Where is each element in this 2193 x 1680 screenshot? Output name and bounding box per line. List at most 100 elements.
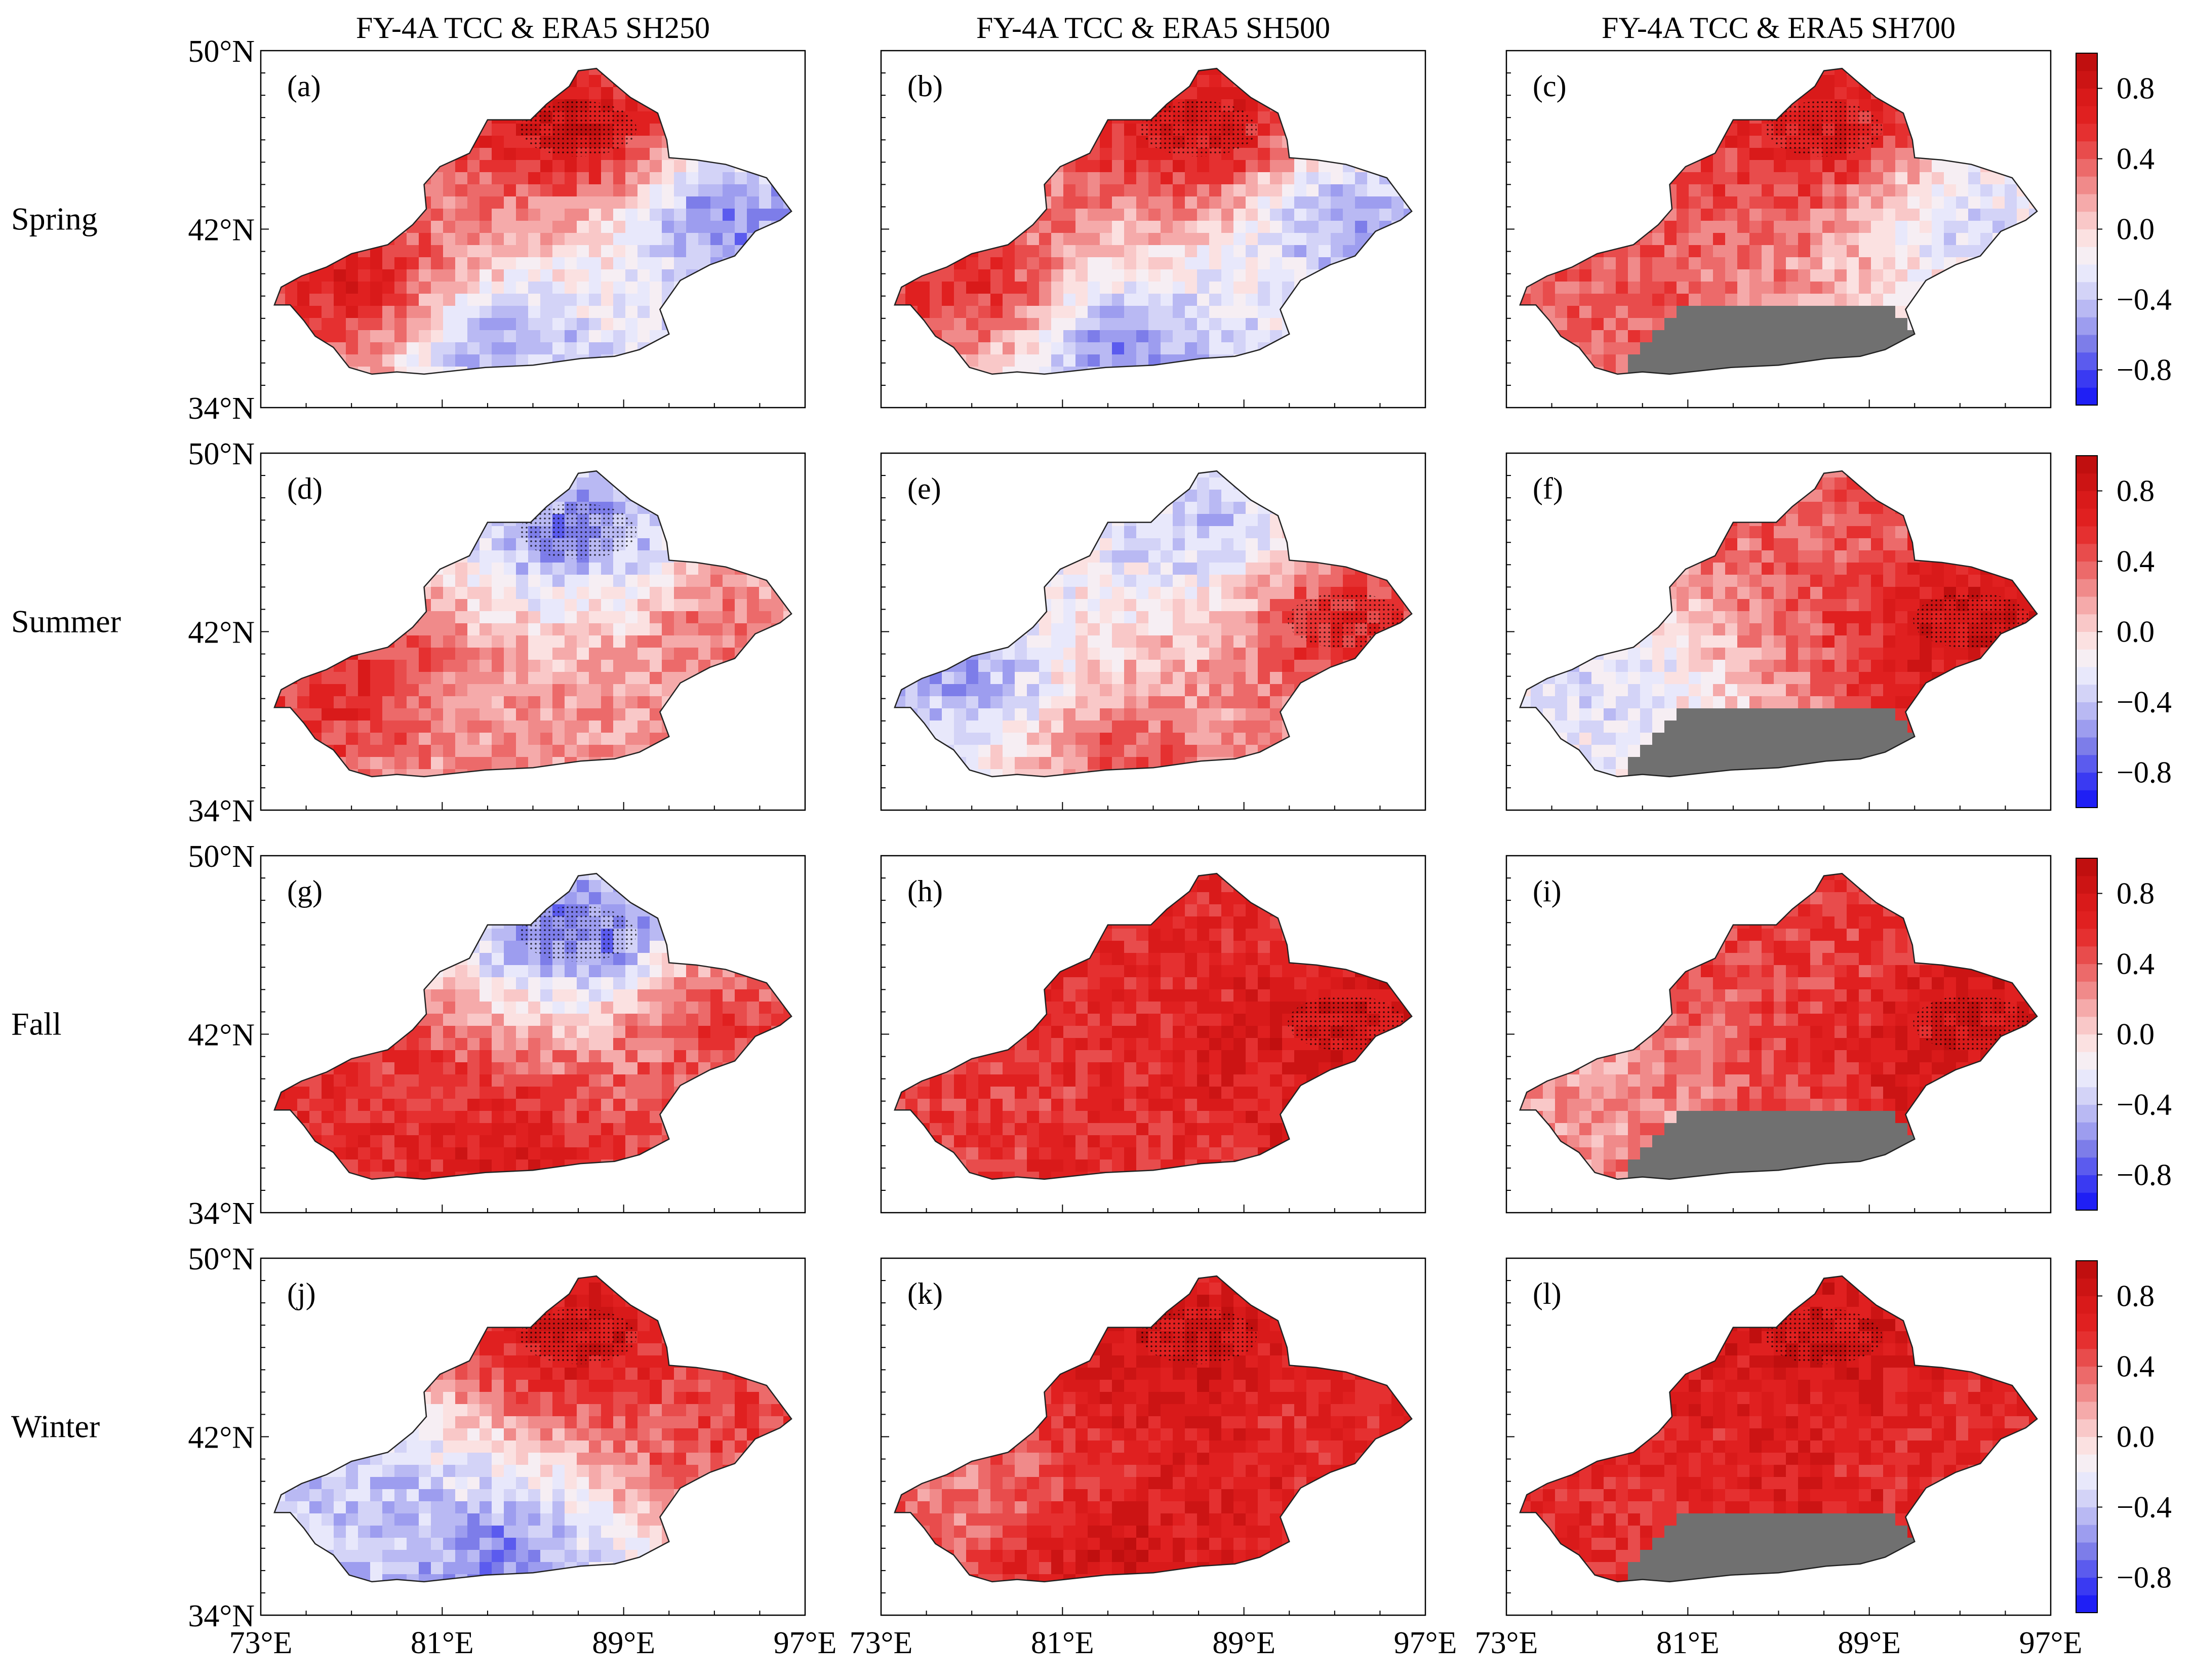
colorbar-segment bbox=[2076, 561, 2097, 579]
region-outline bbox=[1519, 1275, 2038, 1583]
colorbar-segment bbox=[2076, 141, 2097, 159]
colorbar-segment bbox=[2076, 929, 2097, 947]
colorbar-segment bbox=[2076, 526, 2097, 544]
colorbar-segment bbox=[2076, 53, 2097, 71]
y-tick-label: 42°N bbox=[188, 1018, 255, 1053]
colorbar-segment bbox=[2076, 1087, 2097, 1105]
significance-stippling bbox=[520, 503, 637, 559]
colorbar-segment bbox=[2076, 1436, 2097, 1455]
colorbar-segment bbox=[2076, 88, 2097, 106]
colorbar-segment bbox=[2076, 1507, 2097, 1525]
colorbar-tick-label: 0.0 bbox=[2117, 615, 2155, 649]
colorbar-segment bbox=[2076, 719, 2097, 738]
colorbar-segment bbox=[2076, 176, 2097, 194]
colorbar-tick-label: 0.0 bbox=[2117, 1018, 2155, 1051]
colorbar-tick-label: 0.0 bbox=[2117, 1420, 2155, 1454]
y-tick-label: 42°N bbox=[188, 1421, 255, 1455]
region-outline bbox=[273, 470, 792, 778]
colorbar-segment bbox=[2076, 124, 2097, 142]
panel-a: (a) 50°N 42°N 34°N bbox=[188, 34, 806, 426]
colorbar-tick-label: 0.4 bbox=[2117, 142, 2155, 176]
colorbar-tick-label: 0.8 bbox=[2117, 877, 2155, 910]
colorbar-segment bbox=[2076, 211, 2097, 229]
x-tick-label: 81°E bbox=[1656, 1626, 1720, 1660]
panel-f: (f) bbox=[1505, 452, 2052, 811]
panel-label: (l) bbox=[1533, 1277, 1562, 1310]
region-outline bbox=[1519, 872, 2038, 1180]
x-tick-label: 97°E bbox=[774, 1626, 837, 1660]
row-label-summer: Summer bbox=[11, 603, 121, 639]
colorbar-tick-label: −0.4 bbox=[2117, 1491, 2172, 1524]
colorbar-segment bbox=[2076, 858, 2097, 876]
significance-stippling bbox=[520, 906, 637, 962]
colorbar-segment bbox=[2076, 893, 2097, 911]
y-tick-label: 50°N bbox=[188, 437, 255, 471]
colorbar-tick-label: −0.8 bbox=[2117, 756, 2172, 789]
colorbar-segment bbox=[2076, 1542, 2097, 1561]
colorbar-segment bbox=[2076, 579, 2097, 597]
x-tick-label: 73°E bbox=[229, 1626, 293, 1660]
colorbar-segment bbox=[2076, 1402, 2097, 1420]
colorbar-segment bbox=[2076, 194, 2097, 212]
colorbar-tick-label: −0.4 bbox=[2117, 686, 2172, 719]
colorbar-segment bbox=[2076, 702, 2097, 720]
significance-stippling bbox=[1766, 101, 1883, 157]
panel-label: (b) bbox=[907, 69, 943, 103]
colorbar-segment bbox=[2076, 981, 2097, 999]
colorbar-segment bbox=[2076, 1175, 2097, 1193]
colorbar-segment bbox=[2076, 299, 2097, 317]
colorbar-segment bbox=[2076, 667, 2097, 685]
panel-label: (d) bbox=[287, 472, 323, 505]
colorbar-segment bbox=[2076, 508, 2097, 527]
y-tick-label: 34°N bbox=[188, 794, 255, 828]
colorbar-tick-label: −0.8 bbox=[2117, 1561, 2172, 1594]
colorbar-segment bbox=[2076, 1261, 2097, 1279]
column-title-3: FY-4A TCC & ERA5 SH700 bbox=[1602, 11, 1956, 45]
significance-stippling bbox=[1766, 1308, 1883, 1365]
y-tick-label: 50°N bbox=[188, 839, 255, 874]
colorbar-segment bbox=[2076, 1419, 2097, 1437]
colorbar-segment bbox=[2076, 790, 2097, 808]
y-tick-label: 50°N bbox=[188, 34, 255, 69]
panel-label: (i) bbox=[1533, 874, 1562, 908]
colorbar-tick-label: −0.4 bbox=[2117, 1088, 2172, 1122]
colorbar-tick-label: 0.4 bbox=[2117, 1350, 2155, 1383]
colorbar-segment bbox=[2076, 1366, 2097, 1384]
x-tick-label: 81°E bbox=[411, 1626, 474, 1660]
colorbar-segment bbox=[2076, 1140, 2097, 1158]
panel-label: (f) bbox=[1533, 472, 1563, 505]
region-outline bbox=[894, 470, 1413, 778]
colorbar-segment bbox=[2076, 1595, 2097, 1613]
colorbar-segment bbox=[2076, 387, 2097, 406]
colorbar-tick-label: 0.8 bbox=[2117, 72, 2155, 105]
column-titles: FY-4A TCC & ERA5 SH250 FY-4A TCC & ERA5 S… bbox=[356, 11, 1956, 45]
y-tick-label: 50°N bbox=[188, 1242, 255, 1276]
colorbar-segment bbox=[2076, 282, 2097, 300]
colorbar-tick-label: −0.4 bbox=[2117, 283, 2172, 316]
x-tick-label: 89°E bbox=[592, 1626, 655, 1660]
colorbar-segment bbox=[2076, 1489, 2097, 1507]
region-outline bbox=[1519, 470, 2038, 778]
colorbar-segment bbox=[2076, 614, 2097, 632]
panel-g: (g) 50°N 42°N 34°N bbox=[188, 839, 806, 1231]
colorbar-segment bbox=[2076, 946, 2097, 964]
colorbar-tick-label: 0.4 bbox=[2117, 545, 2155, 578]
panel-l: (l) bbox=[1505, 1257, 2052, 1616]
y-tick-label: 42°N bbox=[188, 616, 255, 650]
panel-c: (c) bbox=[1505, 50, 2052, 409]
x-axis-labels: 73°E 81°E 89°E 97°E 73°E 81°E 89°E 97°E 73°E 81°E… bbox=[229, 1626, 2083, 1660]
region-outline bbox=[273, 872, 792, 1180]
colorbar-segment bbox=[2076, 1348, 2097, 1367]
x-tick-label: 97°E bbox=[1394, 1626, 1457, 1660]
colorbar-segment bbox=[2076, 1278, 2097, 1296]
colorbar-tick-label: 0.8 bbox=[2117, 1279, 2155, 1313]
y-tick-label: 34°N bbox=[188, 391, 255, 426]
colorbar-segment bbox=[2076, 1034, 2097, 1052]
colorbar-segment bbox=[2076, 875, 2097, 894]
row-label-fall: Fall bbox=[11, 1006, 62, 1042]
significance-stippling bbox=[520, 1308, 637, 1365]
region-outline bbox=[894, 67, 1413, 375]
y-tick-label: 34°N bbox=[188, 1599, 255, 1633]
panel-j: (j) 50°N 42°N 34°N bbox=[188, 1242, 806, 1633]
significance-stippling bbox=[520, 101, 637, 157]
